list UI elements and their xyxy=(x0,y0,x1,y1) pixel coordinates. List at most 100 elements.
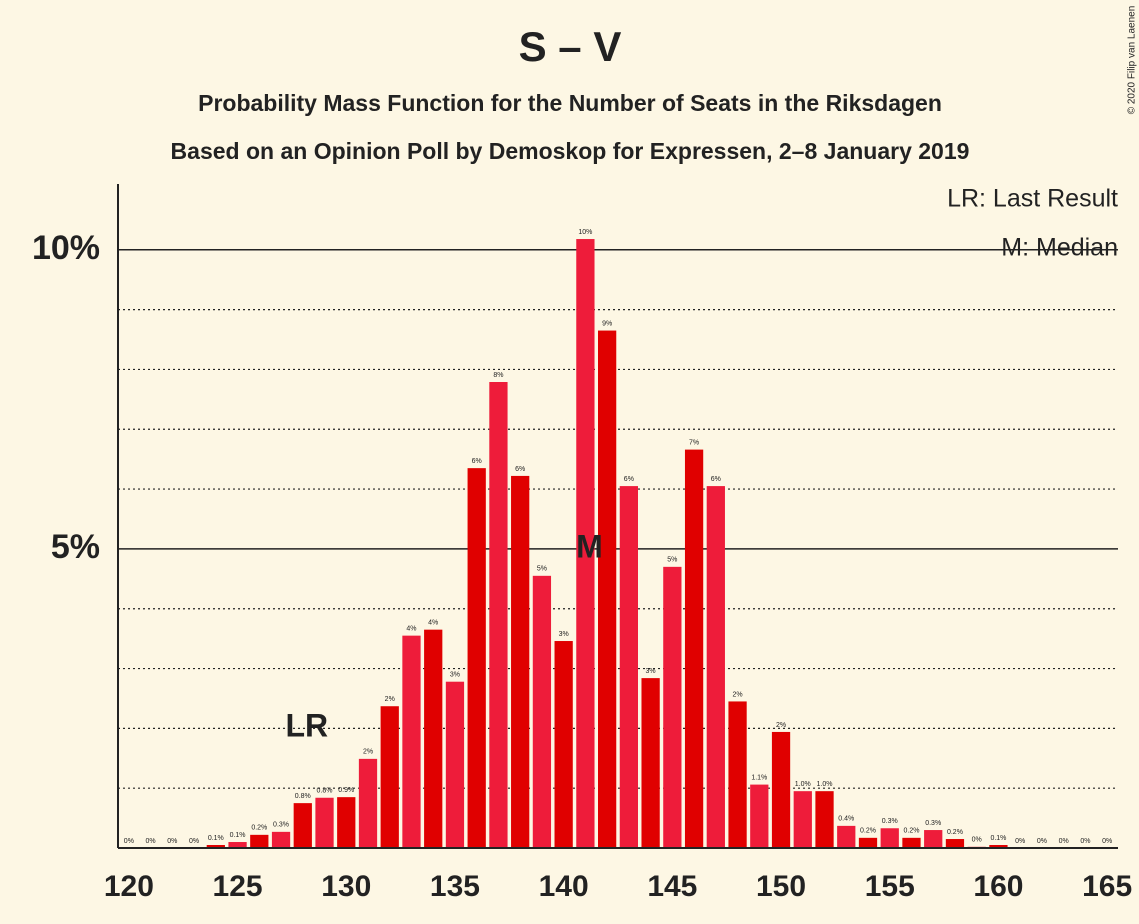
bar xyxy=(641,678,660,848)
bar xyxy=(271,831,291,848)
bar xyxy=(250,834,269,848)
bar xyxy=(554,641,573,848)
bar xyxy=(598,330,617,848)
bar xyxy=(771,731,791,848)
bar xyxy=(858,837,878,848)
bar xyxy=(445,681,465,848)
value-label: 0.2% xyxy=(947,829,963,836)
value-label: 0% xyxy=(146,838,156,845)
value-label: 6% xyxy=(624,476,634,483)
bar xyxy=(706,486,725,848)
bar xyxy=(945,839,965,848)
bar xyxy=(315,797,334,848)
value-label: 0% xyxy=(1015,838,1025,845)
value-label: 0% xyxy=(1059,838,1069,845)
value-label: 2% xyxy=(363,749,373,756)
value-label: 1.0% xyxy=(795,781,811,788)
value-label: 5% xyxy=(537,566,547,573)
value-label: 0.3% xyxy=(273,822,289,829)
value-label: 3% xyxy=(559,631,569,638)
value-label: 0% xyxy=(972,837,982,844)
value-label: 0% xyxy=(189,838,199,845)
value-label: 3% xyxy=(646,668,656,675)
value-label: 0.9% xyxy=(338,787,354,794)
bar xyxy=(924,830,943,848)
value-label: 10% xyxy=(578,229,592,236)
value-label: 0.1% xyxy=(990,835,1006,842)
bar xyxy=(837,825,856,848)
value-label: 3% xyxy=(450,672,460,679)
bar xyxy=(293,803,312,848)
value-label: 0.4% xyxy=(838,816,854,823)
x-tick-label: 130 xyxy=(321,870,371,903)
value-label: 0.2% xyxy=(251,825,267,832)
bar xyxy=(989,845,1008,848)
value-label: 0% xyxy=(1080,838,1090,845)
bar xyxy=(663,566,682,848)
value-label: 9% xyxy=(602,320,612,327)
value-label: 0.1% xyxy=(230,832,246,839)
value-label: 5% xyxy=(667,557,677,564)
value-label: 0.3% xyxy=(882,818,898,825)
bar xyxy=(511,475,530,848)
bar xyxy=(358,758,378,848)
value-label: 1.1% xyxy=(751,774,767,781)
value-label: 6% xyxy=(711,476,721,483)
bar xyxy=(532,575,552,848)
value-label: 0.8% xyxy=(317,788,333,795)
bar xyxy=(337,797,356,848)
value-label: 0% xyxy=(1102,838,1112,845)
x-tick-label: 125 xyxy=(213,870,263,903)
annotation: M xyxy=(576,528,603,564)
bar xyxy=(228,842,247,848)
value-label: 6% xyxy=(515,466,525,473)
legend-text: M: Median xyxy=(1001,234,1118,262)
value-label: 2% xyxy=(776,722,786,729)
x-tick-label: 165 xyxy=(1082,870,1132,903)
x-tick-label: 150 xyxy=(756,870,806,903)
value-label: 0.8% xyxy=(295,793,311,800)
value-label: 0% xyxy=(167,838,177,845)
x-tick-label: 120 xyxy=(104,870,154,903)
value-label: 0% xyxy=(1037,838,1047,845)
value-label: 0.2% xyxy=(860,828,876,835)
value-label: 0.3% xyxy=(925,820,941,827)
value-label: 2% xyxy=(385,696,395,703)
chart-subtitle: Based on an Opinion Poll by Demoskop for… xyxy=(171,138,970,164)
chart-title: S – V xyxy=(519,23,622,70)
x-tick-label: 135 xyxy=(430,870,480,903)
bar xyxy=(619,486,638,848)
legend-text: LR: Last Result xyxy=(947,185,1118,213)
bar xyxy=(206,845,225,848)
annotation: LR xyxy=(285,708,328,744)
x-tick-label: 155 xyxy=(865,870,915,903)
y-tick-label: 5% xyxy=(51,528,100,566)
bar xyxy=(793,791,812,848)
value-label: 1.0% xyxy=(817,781,833,788)
bar xyxy=(880,828,899,848)
copyright: © 2020 Filip van Laenen xyxy=(1127,6,1138,115)
bar xyxy=(467,468,486,848)
bar xyxy=(684,449,704,848)
bar xyxy=(489,382,508,848)
bar xyxy=(902,837,921,848)
value-label: 2% xyxy=(733,691,743,698)
value-label: 4% xyxy=(428,620,438,627)
value-label: 7% xyxy=(689,439,699,446)
bar xyxy=(750,784,769,848)
bar xyxy=(380,706,399,848)
bar xyxy=(815,791,834,848)
bar xyxy=(728,701,747,848)
bar xyxy=(424,629,443,848)
chart-subtitle: Probability Mass Function for the Number… xyxy=(198,90,942,116)
x-tick-label: 160 xyxy=(973,870,1023,903)
value-label: 0.2% xyxy=(903,828,919,835)
x-tick-label: 140 xyxy=(539,870,589,903)
value-label: 0.1% xyxy=(208,835,224,842)
x-tick-label: 145 xyxy=(647,870,697,903)
y-tick-label: 10% xyxy=(32,229,100,267)
value-label: 6% xyxy=(472,458,482,465)
value-label: 4% xyxy=(406,625,416,632)
